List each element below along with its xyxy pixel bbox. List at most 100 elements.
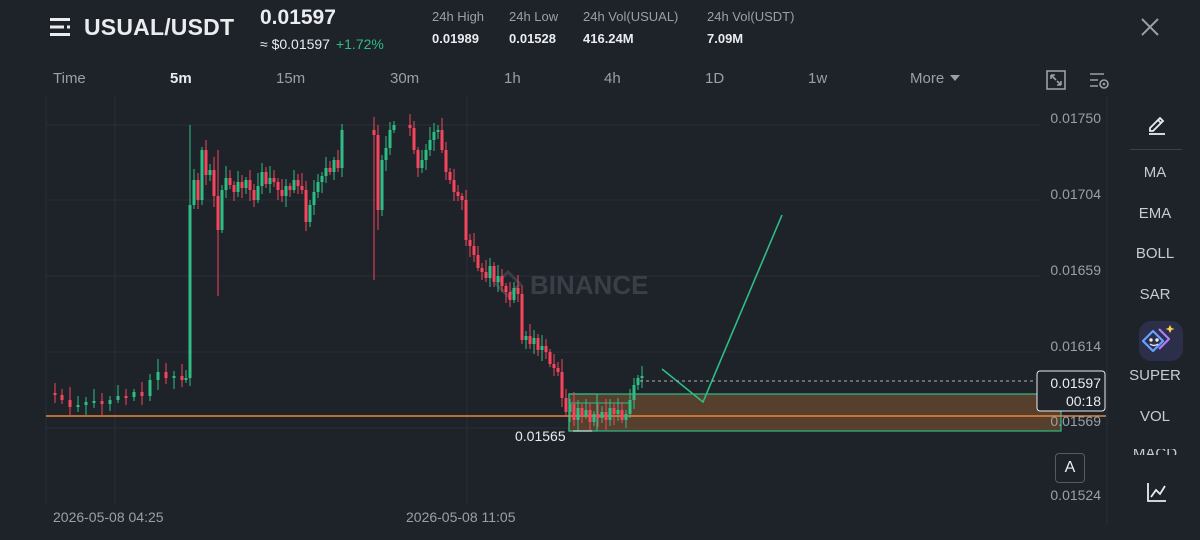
candle-body [284, 186, 288, 196]
candle-body [380, 160, 384, 210]
tab-30m[interactable]: 30m [390, 70, 420, 87]
tab-1d[interactable]: 1D [705, 70, 725, 87]
candle-body [548, 352, 552, 364]
indicator-super[interactable]: SUPER [1129, 367, 1181, 384]
stat-24h-vol-quote: 24h Vol(USDT) 7.09M [707, 9, 794, 46]
indicator-boll[interactable]: BOLL [1135, 245, 1175, 262]
candle-body [628, 400, 632, 414]
candle-body [552, 364, 556, 368]
indicator-sar[interactable]: SAR [1139, 286, 1171, 303]
candle-body [100, 401, 104, 404]
candle-body [612, 408, 616, 414]
candle-body [292, 180, 296, 190]
super-ai-icon[interactable] [1133, 319, 1185, 365]
header: USUAL/USDT 0.01597 ≈ $0.01597 +1.72% 24h … [0, 0, 1200, 62]
tab-more[interactable]: More [910, 70, 961, 87]
price-sub: ≈ $0.01597 +1.72% [260, 36, 384, 52]
tab-1w[interactable]: 1w [808, 70, 828, 87]
candle-body [140, 392, 144, 396]
auto-scale-button[interactable]: A [1055, 453, 1085, 483]
candle-body [256, 186, 260, 200]
tab-4h[interactable]: 4h [604, 70, 621, 87]
indicator-vol[interactable]: VOL [1139, 408, 1170, 425]
tab-5m[interactable]: 5m [170, 70, 192, 87]
chart-line-icon[interactable] [1145, 480, 1169, 504]
candle-body [600, 412, 604, 418]
candle-body [252, 190, 256, 200]
change-percent: +1.72% [335, 36, 384, 52]
stat-label: 24h Vol(USDT) [707, 9, 795, 24]
price-tick-label: 0.01659 [1050, 262, 1101, 278]
fullscreen-toggle-icon[interactable] [1045, 69, 1067, 91]
pencil-icon[interactable] [1146, 113, 1168, 135]
candle-body [300, 186, 304, 190]
stat-24h-high: 24h High 0.01989 [432, 9, 484, 46]
zone-segment [568, 393, 598, 432]
pair-title[interactable]: USUAL/USDT [84, 14, 235, 40]
candle-body [376, 135, 380, 210]
indicator-ma[interactable]: MA [1143, 164, 1167, 181]
stat-value: 7.09M [707, 31, 744, 46]
candle-body [172, 376, 176, 378]
tab-time[interactable]: Time [53, 70, 86, 87]
candle-body [236, 182, 240, 192]
candle-body [588, 410, 592, 422]
candle-body [388, 130, 392, 148]
candle-body [268, 178, 272, 184]
candle-body [384, 148, 388, 160]
candle-body [524, 336, 528, 340]
candle-body [260, 172, 264, 186]
candle-body [580, 408, 584, 416]
stat-label: 24h High [432, 9, 485, 24]
candle-body [532, 338, 536, 344]
candle-body [240, 182, 244, 188]
candle-body [572, 404, 576, 420]
price-tick-label: 0.01569 [1050, 413, 1101, 429]
candle-body [500, 276, 504, 286]
candle-body [304, 190, 308, 222]
candle-body [476, 255, 480, 268]
candle-body [516, 288, 520, 294]
stat-label: 24h Low [509, 9, 559, 24]
candle-body [124, 396, 128, 398]
projection-path [661, 214, 783, 404]
candle-body [520, 294, 524, 340]
candle-body [148, 380, 152, 396]
candle-body [204, 150, 208, 175]
candle-body [280, 190, 284, 196]
candle-body [432, 132, 436, 140]
candle-body [84, 402, 88, 405]
candle-body [312, 192, 316, 205]
candle-body [608, 408, 612, 420]
indicator-ema[interactable]: EMA [1138, 205, 1172, 222]
candle-body [480, 268, 484, 272]
price-tick-label: 0.01614 [1050, 338, 1101, 354]
candle-body [392, 125, 396, 130]
menu-icon[interactable] [50, 17, 72, 37]
candle-body [560, 372, 564, 398]
tab-1h[interactable]: 1h [504, 70, 521, 87]
last-price: 0.01597 [260, 6, 336, 29]
candle-body [536, 338, 540, 350]
candle-body [192, 180, 196, 205]
close-icon[interactable] [1138, 15, 1162, 39]
candle-body [464, 200, 468, 240]
binance-watermark: BINANCE [530, 270, 648, 300]
stat-24h-vol-base: 24h Vol(USUAL) 416.24M [583, 9, 678, 46]
tab-15m[interactable]: 15m [276, 70, 306, 87]
candle-body [512, 288, 516, 300]
candle-body [428, 140, 432, 150]
candle-body [460, 196, 464, 200]
tab-more-label: More [910, 70, 945, 87]
candle-body [436, 130, 440, 132]
chart-settings-icon[interactable] [1088, 69, 1110, 91]
candle-body [68, 400, 72, 407]
candle-body [528, 336, 532, 344]
candle-body [224, 178, 228, 190]
candle-body [164, 372, 168, 378]
timeframe-tabs: Time 5m 15m 30m 1h 4h 1D 1w More [0, 62, 1110, 98]
candle-body [616, 410, 620, 414]
indicator-macd[interactable]: MACD [1110, 449, 1200, 455]
candle-body [272, 178, 276, 182]
binance-logo-shape [493, 269, 523, 299]
